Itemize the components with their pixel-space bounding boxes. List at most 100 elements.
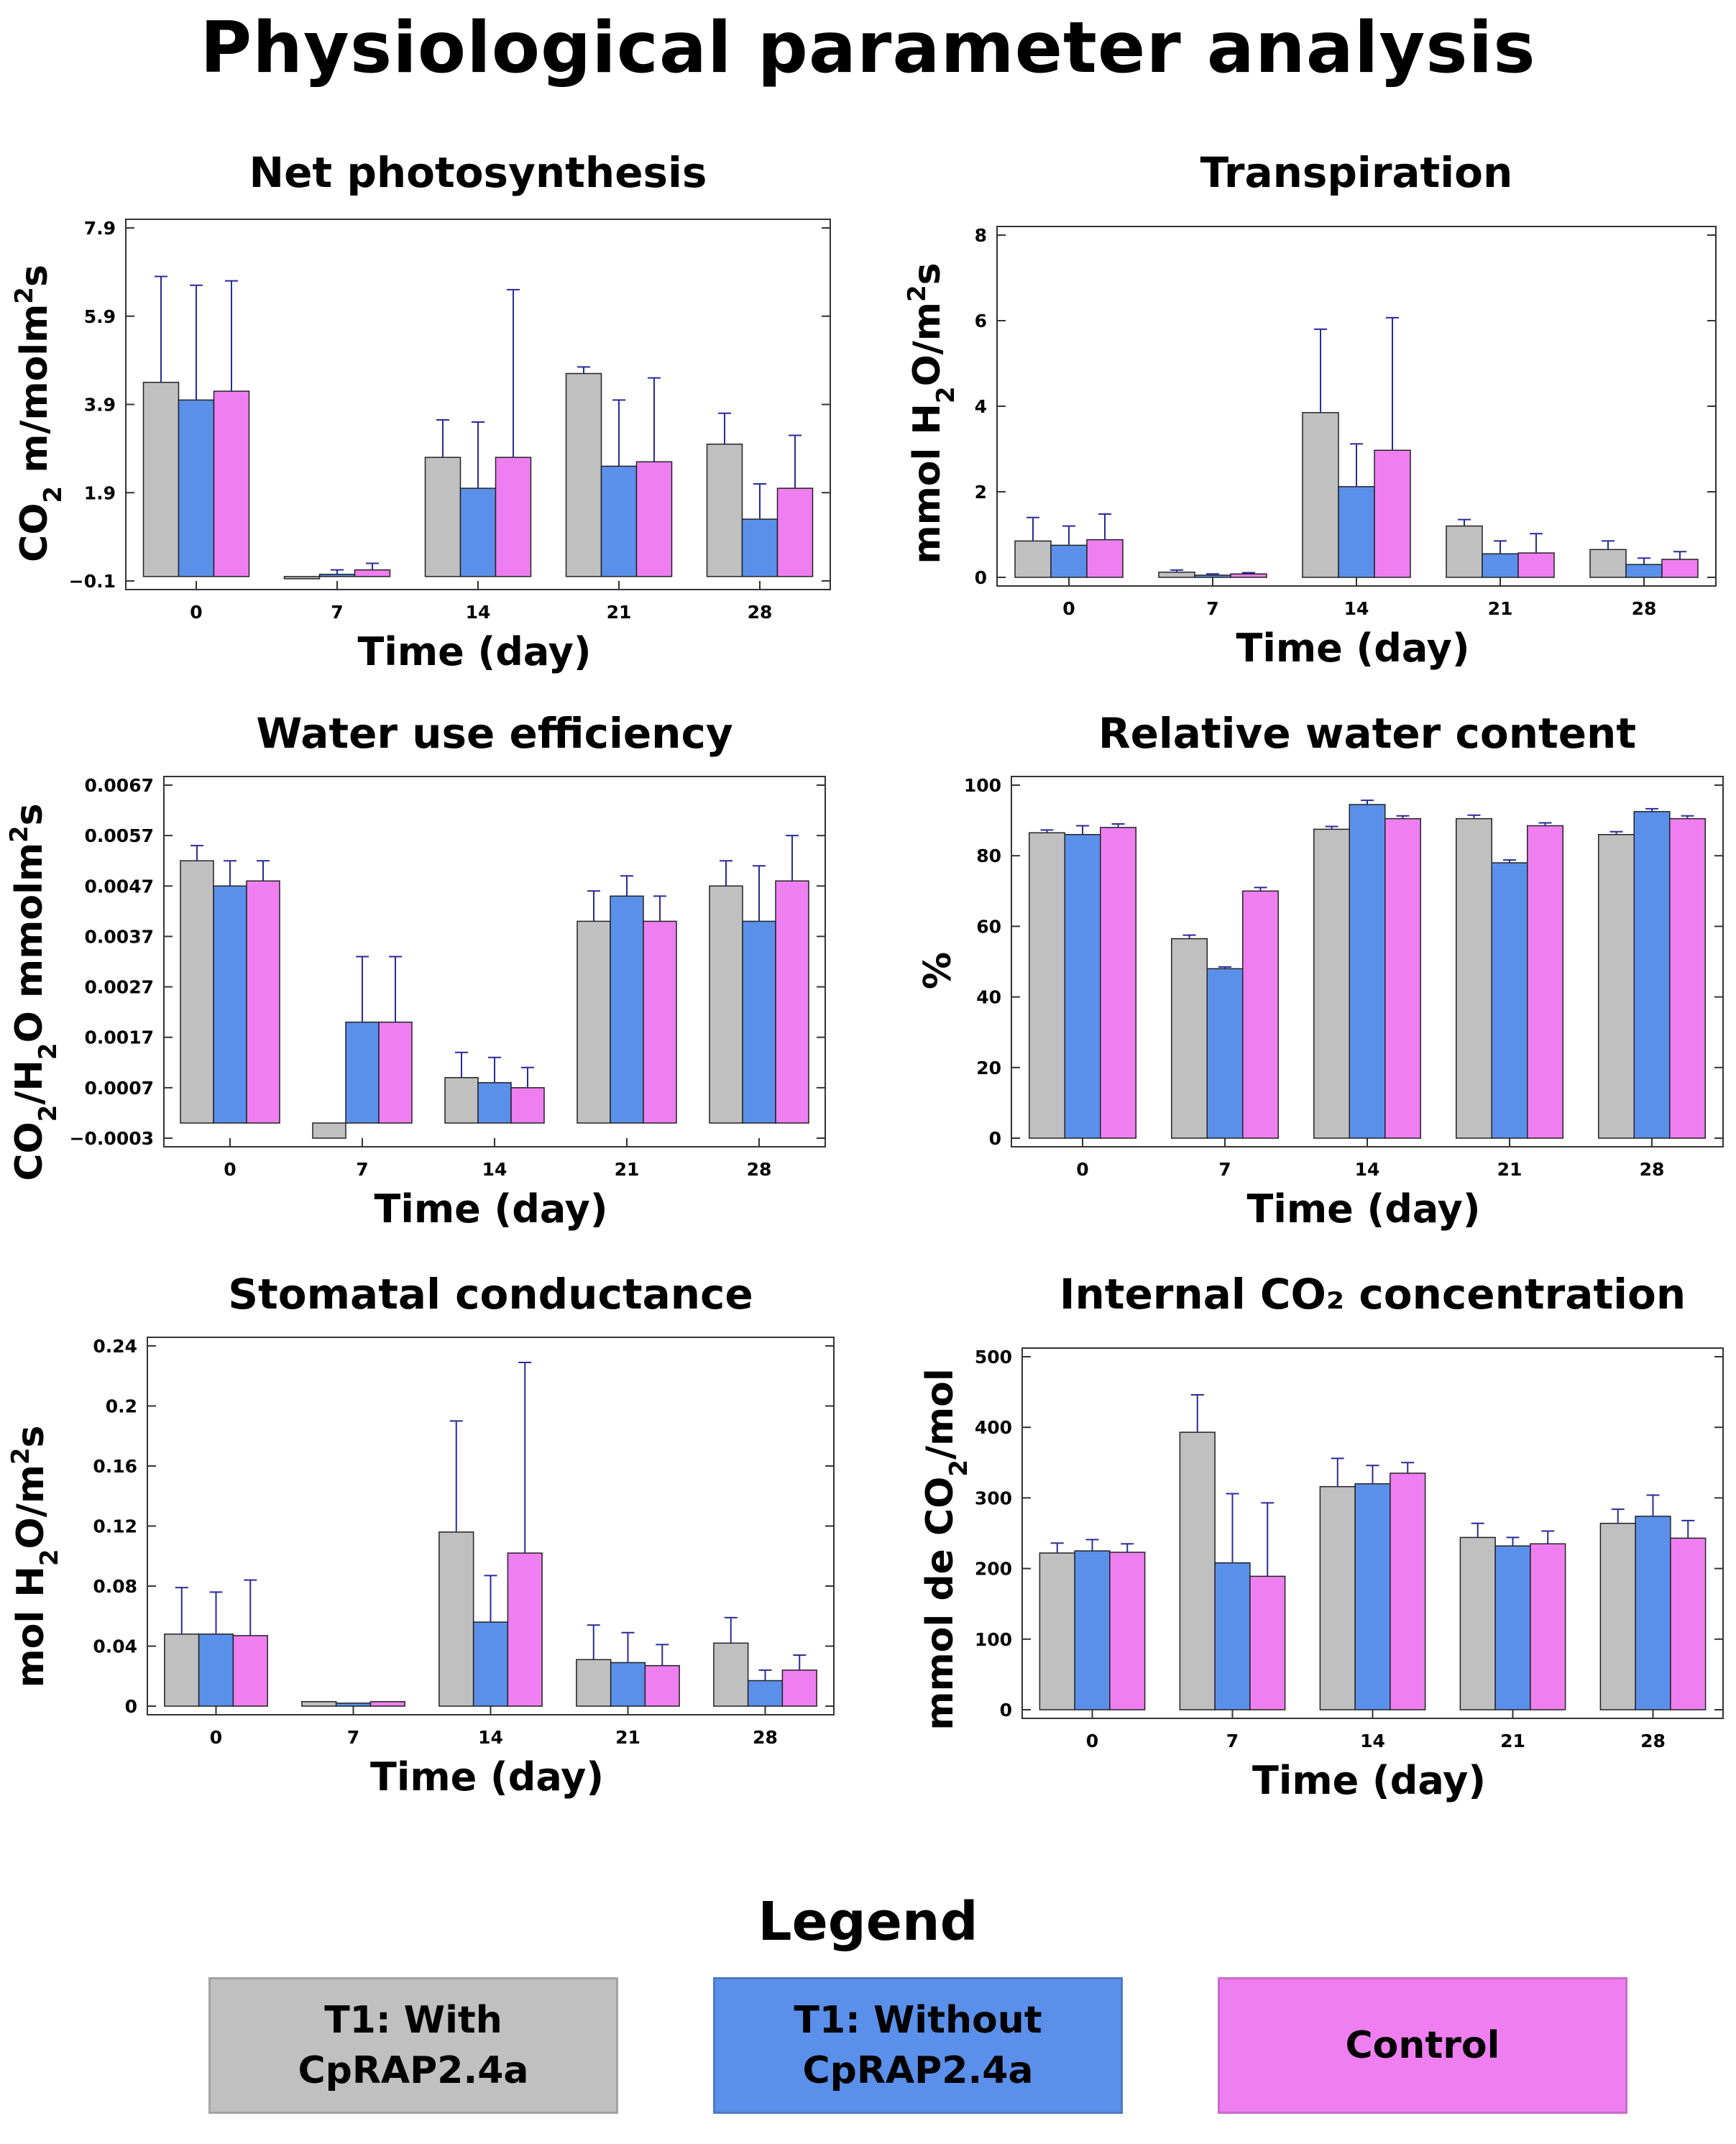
bar-series-3-day-28 <box>1670 1537 1707 1710</box>
bar-series-2-day-28 <box>741 518 779 577</box>
panel-title: Net photosynthesis <box>249 148 707 197</box>
bar-series-2-day-14 <box>1349 804 1386 1139</box>
bar-series-2-day-0 <box>1050 544 1088 578</box>
y-tick-label: −0.1 <box>69 571 116 592</box>
bar-series-2-day-21 <box>610 1662 646 1707</box>
bar-series-1-day-0 <box>164 1634 200 1707</box>
bar-series-2-day-7 <box>345 1021 380 1124</box>
y-tick-label: 40 <box>976 987 1001 1008</box>
x-tick-label: 28 <box>753 1727 778 1748</box>
y-tick-label: 0.08 <box>93 1576 137 1597</box>
bar-series-2-day-21 <box>1491 862 1528 1139</box>
bar-series-1-day-21 <box>565 372 602 577</box>
bar-series-2-day-7 <box>318 574 356 577</box>
y-tick-label: 0.16 <box>93 1456 137 1477</box>
y-tick-label: 0.04 <box>93 1636 137 1657</box>
bar-series-1-day-14 <box>1302 412 1339 578</box>
y-tick-label: 0 <box>1000 1700 1012 1721</box>
x-axis-label: Time (day) <box>1252 1758 1486 1803</box>
bar-series-3-day-14 <box>1374 449 1411 578</box>
bar-series-1-day-21 <box>577 920 611 1124</box>
x-tick-label: 0 <box>1076 1159 1088 1180</box>
bar-series-2-day-7 <box>1214 1562 1251 1710</box>
bar-series-1-day-21 <box>1456 817 1492 1139</box>
bar-series-1-day-21 <box>1459 1536 1496 1710</box>
bar-series-1-day-14 <box>1319 1485 1356 1710</box>
bar-series-3-day-28 <box>776 487 814 577</box>
y-tick-label: 7.9 <box>84 218 116 239</box>
transpiration-chart: Transpiration 0 2 4 6 8 0 7 14 21 28 Time (day) mmol… <box>903 148 1717 671</box>
bar-series-2-day-28 <box>742 920 776 1124</box>
bar-series-3-day-7 <box>354 569 391 577</box>
internal-co2-concentration-chart: Internal CO₂ concentration 0 100 200 300 400 5… <box>919 1270 1724 1803</box>
bar-series-1-day-0 <box>1014 540 1052 578</box>
x-axis-label: Time (day) <box>1246 1186 1480 1232</box>
bar-series-2-day-14 <box>1354 1483 1391 1710</box>
bar-series-3-day-14 <box>510 1087 545 1124</box>
x-tick-label: 0 <box>190 602 202 623</box>
bar-series-3-day-7 <box>369 1700 405 1707</box>
y-tick-label: 6 <box>975 311 987 331</box>
bar-series-3-day-21 <box>1527 825 1563 1139</box>
bar-series-3-day-21 <box>644 1664 680 1707</box>
bar-series-3-day-28 <box>1669 817 1706 1139</box>
bar-series-3-day-28 <box>1661 559 1699 578</box>
bar-series-3-day-14 <box>1390 1472 1426 1710</box>
x-tick-label: 21 <box>1488 598 1513 619</box>
panel-title: Relative water content <box>1098 709 1636 758</box>
legend-item-t1-without: T1: Without CpRAP2.4a <box>713 1977 1123 2114</box>
bar-series-3-day-28 <box>781 1669 817 1707</box>
y-tick-label: 0.0037 <box>85 926 154 947</box>
legend-item-control: Control <box>1218 1977 1627 2114</box>
legend-label-line1: T1: With <box>324 1998 502 2042</box>
x-tick-label: 0 <box>224 1159 236 1180</box>
y-axis-label: % <box>917 952 960 989</box>
x-tick-label: 14 <box>466 602 491 623</box>
y-tick-label: 0.0007 <box>85 1078 154 1099</box>
bar-series-3-day-21 <box>635 461 673 577</box>
x-tick-label: 21 <box>615 1159 640 1180</box>
main-title: Physiological parameter analysis <box>200 7 1536 89</box>
stomatal-conductance-chart: Stomatal conductance 0 0.04 0.08 0.12 0.16 0.2… <box>6 1270 835 1800</box>
y-tick-label: 100 <box>964 775 1001 796</box>
x-tick-label: 0 <box>1062 598 1075 619</box>
y-tick-label: −0.0003 <box>70 1128 154 1149</box>
y-tick-label: 0.2 <box>106 1396 137 1417</box>
bar-series-1-day-0 <box>1029 832 1065 1139</box>
bar-series-1-day-14 <box>438 1531 474 1707</box>
y-tick-label: 8 <box>975 225 987 246</box>
water-use-efficiency-chart: Water use efficiency −0.0003 0.0007 0.0017 0… <box>5 709 826 1232</box>
bar-series-1-day-28 <box>709 885 743 1124</box>
bar-series-1-day-7 <box>283 576 321 579</box>
legend-label-line2: CpRAP2.4a <box>802 2049 1034 2092</box>
bar-series-1-day-28 <box>706 443 743 577</box>
x-tick-label: 7 <box>347 1727 359 1748</box>
x-tick-label: 28 <box>747 1159 772 1180</box>
bar-series-2-day-28 <box>1635 1516 1671 1710</box>
bar-series-1-day-7 <box>312 1122 346 1139</box>
bar-series-1-day-28 <box>1599 1523 1636 1710</box>
y-tick-label: 20 <box>976 1058 1001 1078</box>
x-tick-label: 21 <box>1497 1159 1523 1180</box>
bar-series-1-day-21 <box>1446 525 1483 578</box>
bar-series-3-day-0 <box>1100 827 1136 1139</box>
y-axis-label: CO2 m/molm2s <box>10 265 68 562</box>
bar-series-2-day-28 <box>1625 564 1663 578</box>
y-axis-label: mmol de CO2/mol <box>919 1368 973 1730</box>
bar-series-2-day-7 <box>335 1703 372 1707</box>
y-tick-label: 400 <box>975 1417 1012 1438</box>
legend-title: Legend <box>758 1891 978 1953</box>
x-tick-label: 7 <box>1226 1731 1239 1751</box>
bar-series-1-day-14 <box>424 457 461 577</box>
bar-series-1-day-7 <box>1179 1431 1216 1710</box>
bar-series-3-day-7 <box>378 1021 413 1124</box>
x-axis-label: Time (day) <box>370 1754 604 1800</box>
bar-series-2-day-14 <box>477 1082 512 1124</box>
y-tick-label: 0.0017 <box>85 1027 154 1048</box>
x-tick-label: 28 <box>1640 1159 1665 1180</box>
bar-series-2-day-7 <box>1206 968 1244 1139</box>
bar-series-3-day-14 <box>495 457 532 577</box>
x-tick-label: 28 <box>1632 598 1657 619</box>
y-tick-label: 60 <box>976 916 1001 937</box>
x-tick-label: 21 <box>1500 1731 1525 1751</box>
